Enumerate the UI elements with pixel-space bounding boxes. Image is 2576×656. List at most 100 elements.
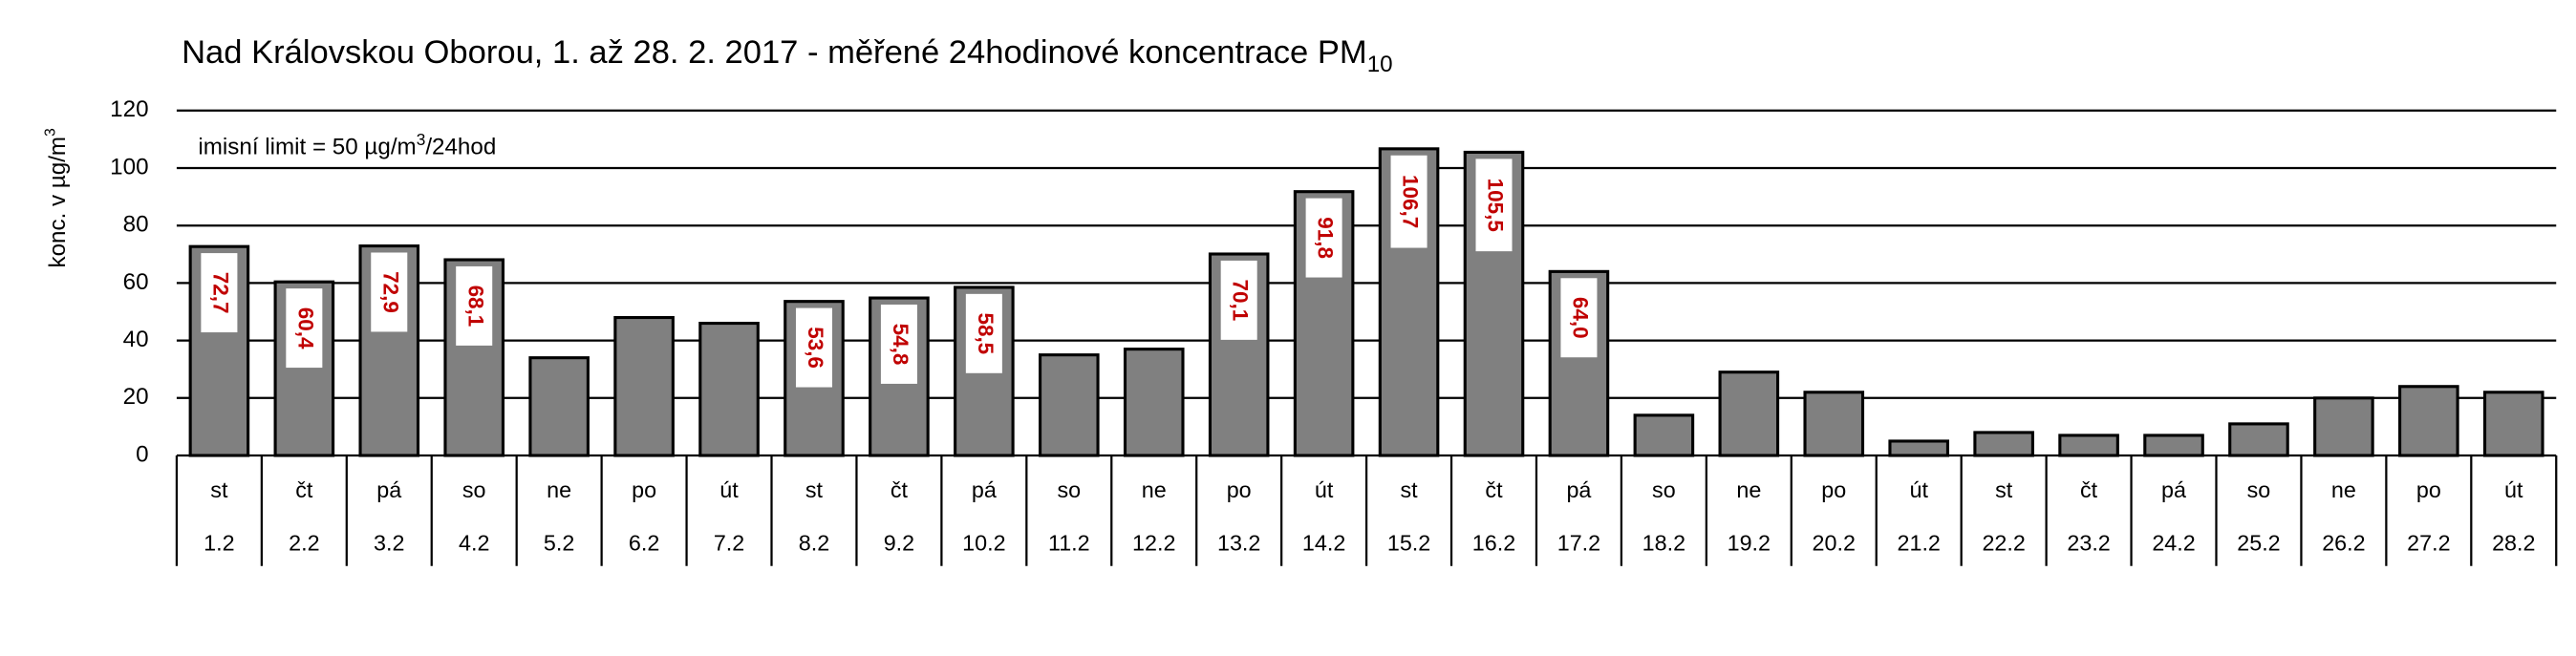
x-tick-label: 1.2	[204, 530, 234, 555]
y-tick-label: 0	[136, 441, 148, 467]
y-tick-label: 60	[123, 269, 149, 295]
bar	[2482, 391, 2544, 457]
value-label: 58,5	[974, 312, 998, 354]
x-tick-weekday: po	[2416, 477, 2441, 502]
x-tick-label: 15.2	[1387, 530, 1430, 555]
x-tick-weekday: so	[2247, 477, 2271, 502]
value-label: 53,6	[804, 327, 827, 369]
x-tick-weekday: ne	[1736, 477, 1761, 502]
bar	[698, 321, 760, 457]
value-label: 54,8	[889, 324, 912, 366]
x-tick-weekday: út	[719, 477, 739, 502]
bar	[1123, 348, 1185, 457]
x-tick-weekday: út	[2504, 477, 2523, 502]
x-tick-label: 20.2	[1813, 530, 1856, 555]
bar	[1038, 353, 1100, 457]
value-label: 68,1	[463, 286, 487, 328]
value-label-box	[1390, 155, 1428, 248]
y-tick-label: 20	[123, 384, 149, 410]
x-tick-weekday: st	[805, 477, 824, 502]
value-label-box	[456, 265, 493, 346]
value-label-box	[371, 252, 408, 332]
value-label-box	[1560, 278, 1598, 358]
value-label: 72,7	[208, 272, 232, 314]
x-tick-label: 6.2	[629, 530, 659, 555]
value-label: 70,1	[1229, 280, 1253, 322]
x-tick-weekday: pá	[376, 477, 401, 502]
x-tick-weekday: út	[1909, 477, 1928, 502]
x-tick-weekday: ne	[547, 477, 571, 502]
y-tick-label: 80	[123, 212, 149, 238]
x-tick-label: 17.2	[1557, 530, 1600, 555]
x-tick-label: 2.2	[289, 530, 319, 555]
x-tick-label: 3.2	[374, 530, 404, 555]
x-tick-weekday: ne	[1142, 477, 1167, 502]
bar	[2398, 385, 2459, 457]
value-label: 60,4	[293, 307, 317, 349]
value-label: 64,0	[1569, 297, 1593, 339]
x-tick-label: 21.2	[1898, 530, 1941, 555]
bar	[2143, 434, 2204, 457]
x-tick-label: 18.2	[1642, 530, 1685, 555]
x-tick-label: 23.2	[2067, 530, 2110, 555]
x-tick-weekday: po	[632, 477, 656, 502]
value-label-box	[965, 293, 1002, 373]
x-tick-label: 16.2	[1472, 530, 1515, 555]
value-label-box	[201, 253, 238, 333]
x-tick-label: 4.2	[459, 530, 489, 555]
x-tick-label: 12.2	[1132, 530, 1175, 555]
x-tick-weekday: čt	[295, 477, 313, 502]
bar	[528, 356, 590, 457]
x-tick-weekday: st	[210, 477, 228, 502]
x-tick-label: 13.2	[1217, 530, 1260, 555]
value-label: 105,5	[1484, 179, 1508, 232]
x-tick-weekday: ne	[2331, 477, 2356, 502]
x-tick-label: 11.2	[1048, 530, 1090, 555]
annotation: imisní limit = 50 µg/m3/24hod	[198, 129, 496, 159]
x-tick-label: 24.2	[2152, 530, 2195, 555]
x-tick-weekday: čt	[891, 477, 909, 502]
x-tick-weekday: pá	[972, 477, 997, 502]
bar	[1633, 413, 1695, 457]
x-tick-label: 10.2	[962, 530, 1005, 555]
x-tick-weekday: st	[1400, 477, 1418, 502]
value-label: 91,8	[1314, 217, 1338, 259]
x-tick-label: 22.2	[1982, 530, 2025, 555]
x-tick-label: 26.2	[2322, 530, 2365, 555]
x-tick-weekday: po	[1227, 477, 1252, 502]
y-tick-label: 120	[110, 96, 148, 122]
x-tick-label: 8.2	[799, 530, 829, 555]
value-label-box	[1475, 159, 1513, 252]
value-label-box	[1305, 198, 1342, 278]
bar	[2228, 422, 2289, 457]
x-tick-label: 5.2	[544, 530, 574, 555]
bar	[2058, 434, 2119, 457]
bar	[2313, 396, 2374, 457]
chart-title: Nad Královskou Oborou, 1. až 28. 2. 2017…	[182, 34, 1393, 77]
bar	[1208, 252, 1270, 457]
bar	[1803, 391, 1865, 457]
bar	[1973, 431, 2034, 457]
bar	[613, 315, 675, 457]
x-tick-label: 9.2	[884, 530, 914, 555]
x-tick-weekday: po	[1821, 477, 1846, 502]
x-tick-label: 7.2	[714, 530, 744, 555]
value-label-box	[286, 288, 323, 369]
x-tick-weekday: so	[1652, 477, 1676, 502]
x-tick-label: 25.2	[2237, 530, 2280, 555]
value-label: 72,9	[378, 271, 402, 313]
value-label-box	[1220, 260, 1257, 340]
x-tick-weekday: čt	[1485, 477, 1503, 502]
value-label: 106,7	[1399, 175, 1423, 228]
x-tick-weekday: út	[1315, 477, 1334, 502]
x-tick-weekday: so	[462, 477, 486, 502]
x-tick-weekday: st	[1995, 477, 2013, 502]
bar	[1888, 439, 1950, 457]
x-tick-label: 19.2	[1728, 530, 1771, 555]
bar	[1718, 370, 1780, 457]
y-tick-label: 100	[110, 154, 148, 180]
x-tick-label: 28.2	[2492, 530, 2535, 555]
y-tick-label: 40	[123, 327, 149, 352]
value-label-box	[880, 304, 917, 384]
y-axis-label: konc. v µg/m3	[43, 128, 72, 267]
